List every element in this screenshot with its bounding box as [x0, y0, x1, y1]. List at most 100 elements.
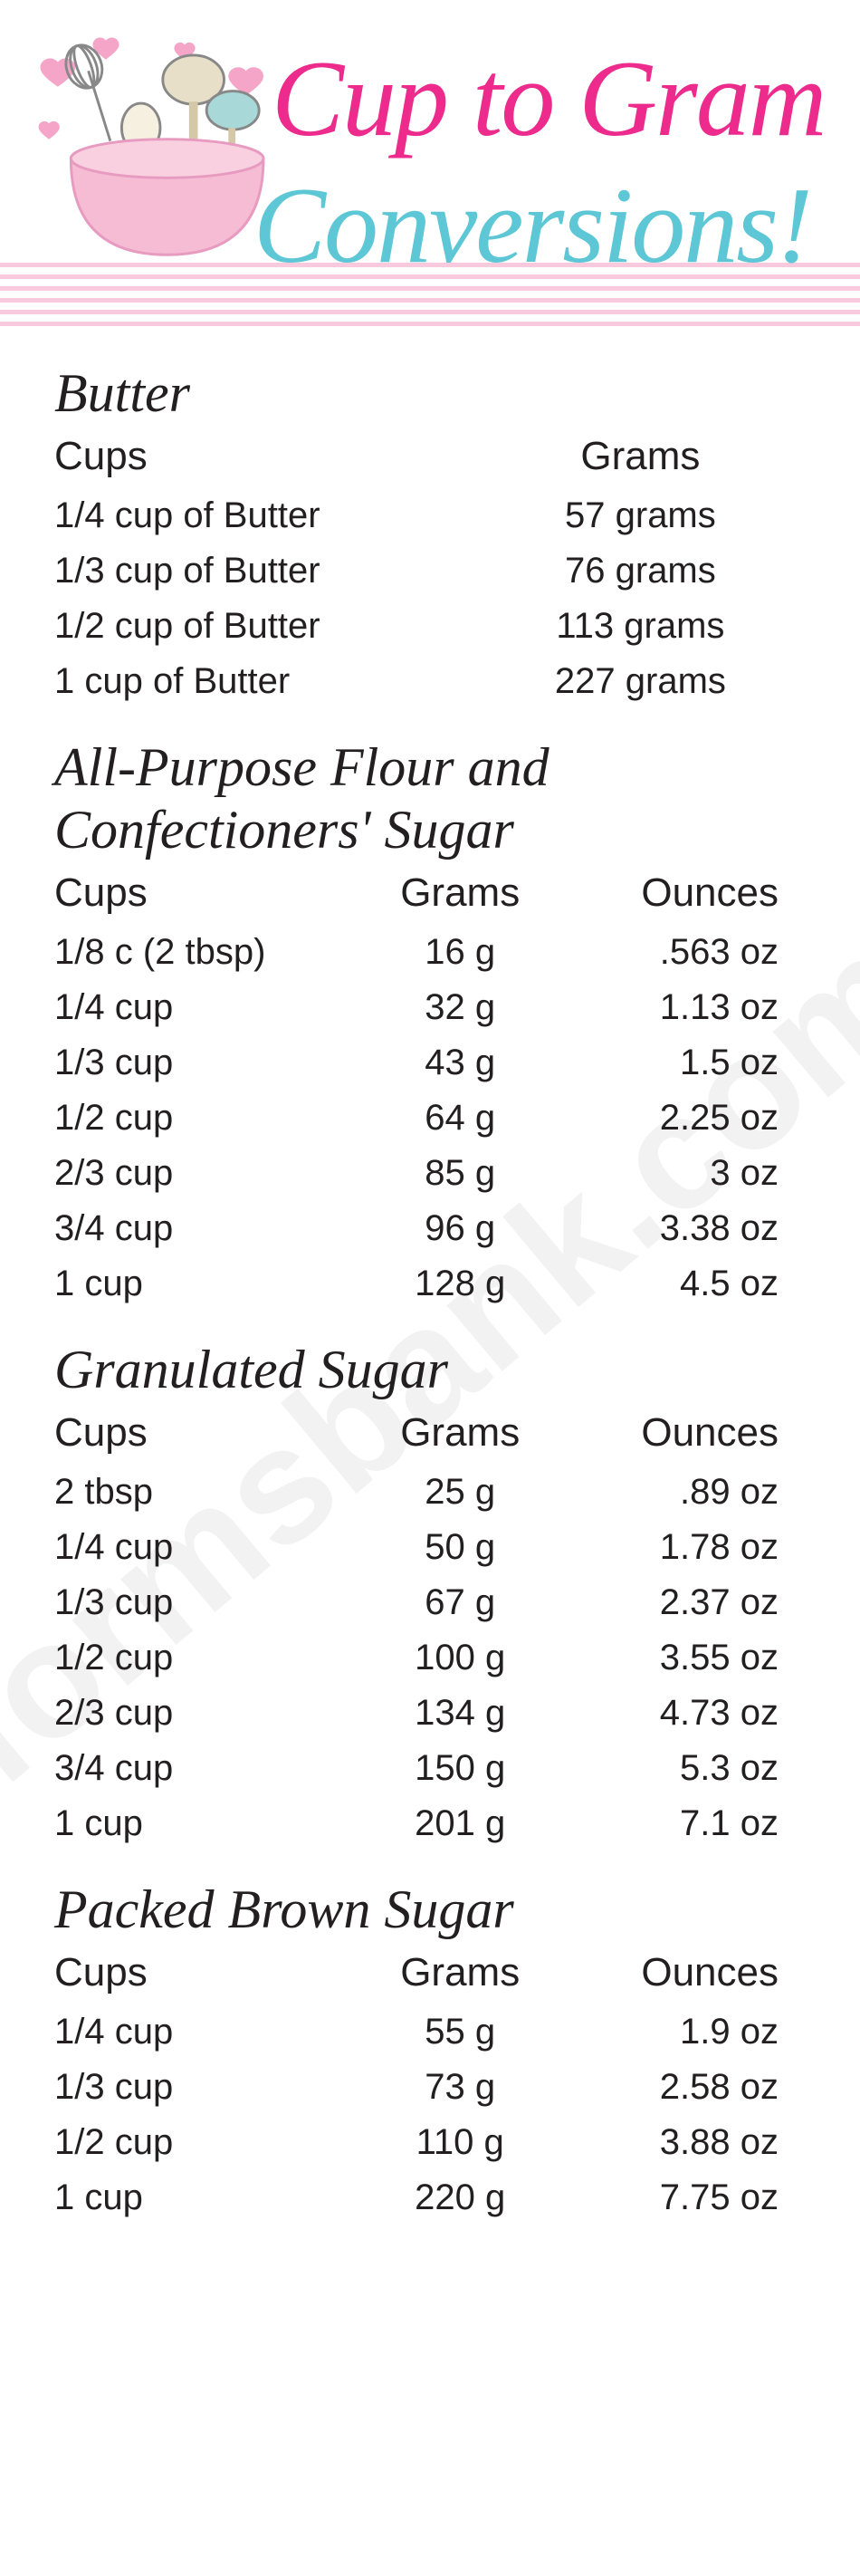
table-row: 1/3 cup73 g2.58 oz	[54, 2060, 806, 2115]
column-header: Grams	[355, 1948, 565, 2004]
table-cell: .89 oz	[565, 1465, 806, 1520]
table-cell: 2/3 cup	[54, 1686, 355, 1741]
table-cell: 150 g	[355, 1741, 565, 1796]
table-row: 1/2 cup110 g3.88 oz	[54, 2115, 806, 2170]
table-row: 1 cup201 g7.1 oz	[54, 1796, 806, 1851]
section-title: All-Purpose Flour and Confectioners' Sug…	[54, 736, 806, 861]
table-row: 1/8 c (2 tbsp)16 g.563 oz	[54, 925, 806, 980]
table-cell: 1/2 cup	[54, 1630, 355, 1686]
conversion-table: CupsGramsOunces1/4 cup55 g1.9 oz1/3 cup7…	[54, 1948, 806, 2225]
table-row: 1 cup220 g7.75 oz	[54, 2170, 806, 2225]
table-cell: 1/4 cup	[54, 1520, 355, 1575]
table-cell: 43 g	[355, 1035, 565, 1091]
table-cell: 5.3 oz	[565, 1741, 806, 1796]
table-cell: 1/8 c (2 tbsp)	[54, 925, 355, 980]
table-cell: 16 g	[355, 925, 565, 980]
column-header: Ounces	[565, 869, 806, 925]
table-row: 1/3 cup67 g2.37 oz	[54, 1575, 806, 1630]
conversion-table: CupsGramsOunces1/8 c (2 tbsp)16 g.563 oz…	[54, 869, 806, 1312]
table-cell: 3/4 cup	[54, 1201, 355, 1256]
table-cell: 50 g	[355, 1520, 565, 1575]
table-cell: 64 g	[355, 1091, 565, 1146]
table-cell: 134 g	[355, 1686, 565, 1741]
conversion-section: Butter CupsGrams1/4 cup of Butter57 grams…	[54, 362, 806, 709]
table-cell: 1/3 cup of Butter	[54, 543, 475, 599]
table-cell: 3.55 oz	[565, 1630, 806, 1686]
table-row: 1/2 cup64 g2.25 oz	[54, 1091, 806, 1146]
table-cell: 3.88 oz	[565, 2115, 806, 2170]
table-cell: 1/3 cup	[54, 1035, 355, 1091]
table-cell: 1 cup	[54, 2170, 355, 2225]
table-cell: 7.75 oz	[565, 2170, 806, 2225]
table-cell: 2.58 oz	[565, 2060, 806, 2115]
table-row: 1/2 cup100 g3.55 oz	[54, 1630, 806, 1686]
table-cell: 32 g	[355, 980, 565, 1035]
table-row: 1 cup of Butter227 grams	[54, 654, 806, 709]
conversion-section: Packed Brown SugarCupsGramsOunces1/4 cup…	[54, 1879, 806, 2225]
table-cell: 113 grams	[475, 599, 806, 654]
column-header: Grams	[355, 869, 565, 925]
table-cell: 2 tbsp	[54, 1465, 355, 1520]
column-header: Cups	[54, 1408, 355, 1465]
table-cell: 1 cup	[54, 1256, 355, 1312]
table-cell: 1.9 oz	[565, 2004, 806, 2060]
table-row: 1/3 cup43 g1.5 oz	[54, 1035, 806, 1091]
table-cell: 55 g	[355, 2004, 565, 2060]
table-cell: 1/4 cup	[54, 980, 355, 1035]
section-title: Butter	[54, 362, 806, 425]
table-cell: 4.73 oz	[565, 1686, 806, 1741]
column-header: Cups	[54, 869, 355, 925]
table-cell: 1/3 cup	[54, 1575, 355, 1630]
table-cell: 67 g	[355, 1575, 565, 1630]
table-cell: 1/2 cup	[54, 1091, 355, 1146]
table-row: 1/3 cup of Butter76 grams	[54, 543, 806, 599]
table-row: 3/4 cup150 g5.3 oz	[54, 1741, 806, 1796]
conversion-section: Granulated Sugar CupsGramsOunces 2 tbsp25 …	[54, 1339, 806, 1851]
table-cell: 1.13 oz	[565, 980, 806, 1035]
table-cell: 1.5 oz	[565, 1035, 806, 1091]
table-cell: 2/3 cup	[54, 1146, 355, 1201]
section-title: Granulated Sugar	[54, 1339, 806, 1401]
table-cell: 1.78 oz	[565, 1520, 806, 1575]
table-cell: 3.38 oz	[565, 1201, 806, 1256]
content: formsbank.com ButterCupsGrams1/4 cup of …	[0, 362, 860, 2280]
table-row: 1/4 cup of Butter57 grams	[54, 488, 806, 543]
table-row: 1/4 cup50 g1.78 oz	[54, 1520, 806, 1575]
table-cell: 1/3 cup	[54, 2060, 355, 2115]
table-cell: 57 grams	[475, 488, 806, 543]
column-header: Ounces	[565, 1408, 806, 1465]
table-cell: 1/4 cup	[54, 2004, 355, 2060]
table-row: 1/4 cup32 g1.13 oz	[54, 980, 806, 1035]
column-header: Cups	[54, 432, 475, 488]
table-cell: 25 g	[355, 1465, 565, 1520]
conversion-table: CupsGramsOunces2 tbsp25 g.89 oz1/4 cup50…	[54, 1408, 806, 1851]
column-header: Grams	[475, 432, 806, 488]
table-cell: 227 grams	[475, 654, 806, 709]
table-cell: 220 g	[355, 2170, 565, 2225]
table-cell: 201 g	[355, 1796, 565, 1851]
table-cell: 76 grams	[475, 543, 806, 599]
table-cell: 96 g	[355, 1201, 565, 1256]
table-cell: 73 g	[355, 2060, 565, 2115]
table-cell: 100 g	[355, 1630, 565, 1686]
section-title: Packed Brown Sugar	[54, 1879, 806, 1941]
table-cell: 1/2 cup	[54, 2115, 355, 2170]
table-row: 2/3 cup85 g3 oz	[54, 1146, 806, 1201]
table-cell: 4.5 oz	[565, 1256, 806, 1312]
column-header: Cups	[54, 1948, 355, 2004]
table-row: 2/3 cup134 g4.73 oz	[54, 1686, 806, 1741]
column-header: Grams	[355, 1408, 565, 1465]
table-cell: 3/4 cup	[54, 1741, 355, 1796]
table-row: 3/4 cup96 g3.38 oz	[54, 1201, 806, 1256]
table-cell: 128 g	[355, 1256, 565, 1312]
table-cell: 3 oz	[565, 1146, 806, 1201]
table-row: 1/4 cup55 g1.9 oz	[54, 2004, 806, 2060]
conversion-table: CupsGrams1/4 cup of Butter57 grams1/3 cu…	[54, 432, 806, 709]
table-cell: .563 oz	[565, 925, 806, 980]
table-row: 1 cup128 g4.5 oz	[54, 1256, 806, 1312]
table-cell: 110 g	[355, 2115, 565, 2170]
mixing-bowl-icon	[27, 27, 290, 290]
page-title-line2: Conversions!	[253, 163, 811, 288]
table-cell: 1 cup of Butter	[54, 654, 475, 709]
header: Cup to Gram Conversions!	[0, 0, 860, 335]
